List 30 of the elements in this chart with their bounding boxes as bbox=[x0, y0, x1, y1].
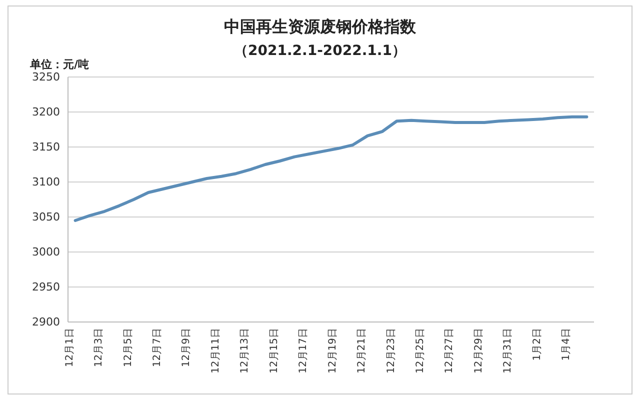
x-tick-label: 12月23日 bbox=[386, 328, 397, 374]
x-tick-label: 12月1日 bbox=[64, 328, 76, 368]
x-tick-label: 12月17日 bbox=[298, 328, 310, 374]
x-tick-label: 12月13日 bbox=[240, 328, 251, 374]
chart-subtitle: （2021.2.1-2022.1.1） bbox=[234, 43, 406, 59]
y-tick-label: 3250 bbox=[32, 70, 60, 84]
x-tick-label: 12月25日 bbox=[414, 328, 426, 374]
x-tick-label: 12月7日 bbox=[152, 328, 163, 368]
x-tick-label: 12月11日 bbox=[210, 328, 222, 374]
y-tick-label: 3200 bbox=[32, 106, 60, 119]
y-tick-label: 3100 bbox=[32, 176, 60, 189]
y-tick-label: 2900 bbox=[32, 316, 60, 329]
x-tick-label: 1月2日 bbox=[532, 328, 543, 361]
line-series bbox=[74, 115, 588, 222]
x-tick-label: 12月21日 bbox=[356, 328, 368, 374]
y-tick-label: 2950 bbox=[32, 280, 60, 294]
x-tick-label: 12月31日 bbox=[502, 328, 514, 374]
x-tick-label: 12月9日 bbox=[181, 328, 192, 368]
x-tick-label: 1月4日 bbox=[561, 328, 572, 361]
x-tick-label: 12月3日 bbox=[94, 328, 105, 368]
chart-title: 中国再生资源废钢价格指数 bbox=[224, 17, 417, 36]
y-tick-label: 3150 bbox=[32, 140, 60, 154]
y-tick-label: 3000 bbox=[32, 246, 60, 259]
x-tick-label: 12月15日 bbox=[268, 328, 280, 374]
x-tick-label: 12月19日 bbox=[327, 328, 338, 374]
x-tick-label: 12月29日 bbox=[473, 328, 484, 374]
x-tick-label: 12月27日 bbox=[444, 328, 456, 374]
y-axis-title: 单位：元/吨 bbox=[29, 58, 90, 71]
y-tick-label: 3050 bbox=[32, 210, 60, 224]
x-tick-label: 12月5日 bbox=[122, 328, 134, 368]
